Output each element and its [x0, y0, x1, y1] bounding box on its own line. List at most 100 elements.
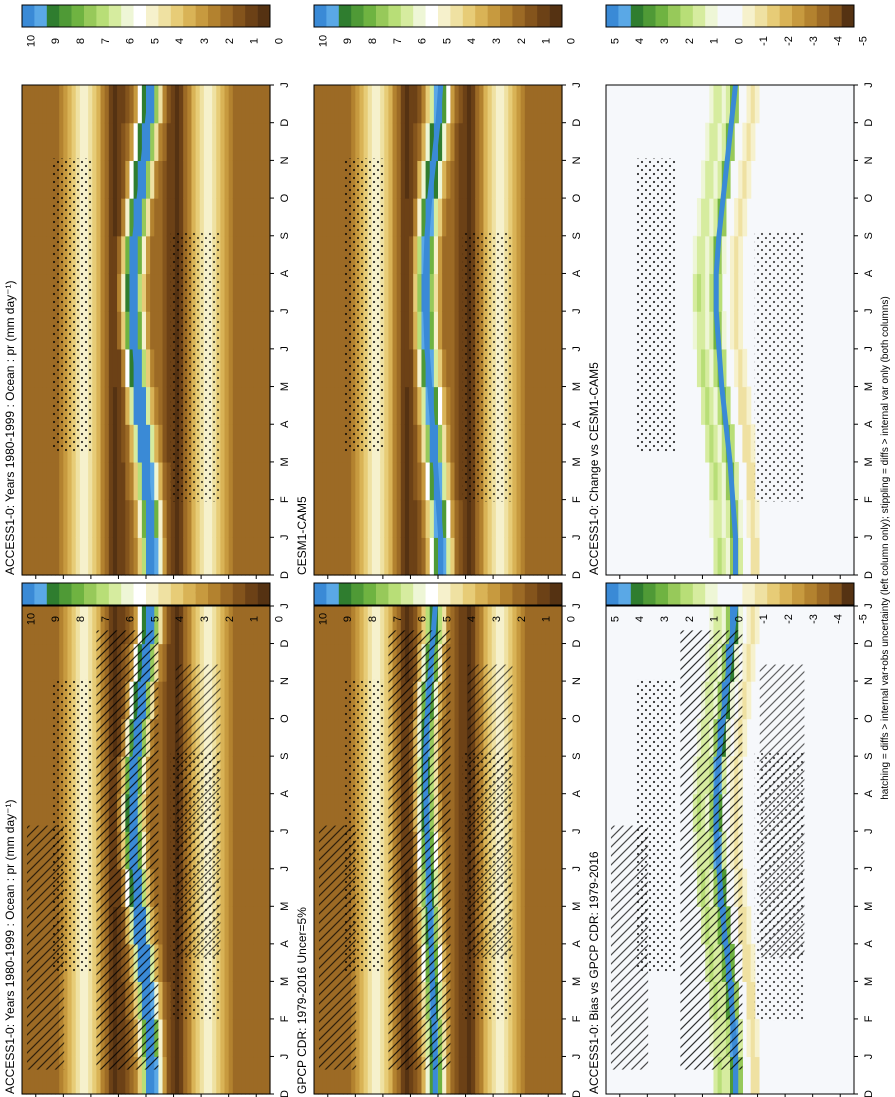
heat-cell	[537, 1056, 542, 1095]
heat-cell	[504, 643, 509, 682]
heat-cell	[717, 122, 723, 161]
heat-cell	[326, 499, 332, 538]
heat-cell	[318, 311, 323, 350]
heat-cell	[265, 348, 271, 388]
heat-cell	[549, 198, 555, 237]
heat-cell	[549, 1056, 555, 1095]
heat-cell	[537, 756, 542, 795]
heat-cell	[228, 1018, 234, 1058]
heat-cell	[417, 386, 423, 425]
heat-cell	[75, 461, 81, 501]
heat-cell	[446, 386, 451, 425]
colorbar-swatch	[338, 5, 352, 27]
heat-cell	[524, 943, 530, 982]
heat-cell	[26, 311, 31, 350]
heat-cell	[158, 311, 164, 350]
heat-cell	[50, 643, 56, 682]
heat-cell	[22, 868, 27, 907]
heat-cell	[446, 499, 451, 538]
heat-cell	[717, 606, 723, 645]
heat-cell	[330, 386, 336, 425]
colorbar-swatch	[220, 583, 234, 605]
heat-cell	[38, 122, 44, 161]
month-tick-label: S	[279, 232, 291, 239]
heat-cell	[34, 273, 40, 312]
heat-cell	[224, 235, 230, 275]
heat-cell	[376, 499, 381, 538]
heat-cell	[384, 943, 389, 982]
month-tick-label: O	[279, 193, 291, 202]
heat-cell	[191, 160, 197, 199]
heat-cell	[396, 85, 402, 124]
heat-cell	[454, 424, 460, 463]
heat-cell	[224, 756, 230, 795]
heat-cell	[179, 198, 184, 237]
heat-cell	[516, 643, 522, 682]
heat-cell	[404, 606, 410, 645]
heat-cell	[241, 198, 246, 237]
heat-cell	[721, 499, 727, 538]
heat-cell	[701, 235, 706, 275]
heat-cell	[367, 537, 373, 576]
heat-cell	[396, 499, 402, 538]
heat-cell	[100, 311, 106, 350]
heat-cell	[458, 606, 464, 645]
heat-cell	[261, 643, 267, 682]
heat-cell	[208, 499, 213, 538]
heat-cell	[26, 537, 31, 576]
heat-cell	[92, 1056, 97, 1095]
heat-cell	[249, 606, 255, 645]
heat-cell	[746, 461, 752, 501]
heat-cell	[232, 198, 238, 237]
panel-title: ACCESS1-0: Years 1980-1999 : Ocean : pr …	[3, 800, 17, 1094]
heat-cell	[500, 198, 505, 237]
heat-cell	[533, 424, 538, 463]
heat-cell	[334, 85, 340, 124]
heat-cell	[734, 311, 739, 350]
heat-cell	[71, 1018, 77, 1058]
heat-cell	[442, 461, 447, 501]
heat-cell	[150, 122, 155, 161]
heat-cell	[261, 424, 267, 463]
heat-cell	[22, 424, 27, 463]
heat-cell	[318, 606, 323, 645]
heat-cell	[750, 424, 756, 463]
month-tick-label: M	[571, 382, 583, 391]
heat-cell	[170, 198, 176, 237]
heat-cell	[425, 461, 431, 501]
panel-title: ACCESS1-0: Years 1980-1999 : Ocean : pr …	[3, 281, 17, 575]
heat-cell	[30, 606, 35, 645]
heat-cell	[396, 273, 402, 312]
heat-cell	[26, 273, 31, 312]
heat-cell	[92, 943, 97, 982]
heat-cell	[553, 868, 559, 907]
heat-cell	[34, 122, 40, 161]
heat-cell	[541, 386, 547, 425]
heat-cell	[446, 198, 451, 237]
heat-cell	[421, 606, 427, 645]
colorbar-label: 10	[25, 35, 37, 47]
heat-cell	[38, 499, 44, 538]
heat-cell	[450, 606, 456, 645]
heat-cell	[380, 1018, 385, 1058]
heat-cell	[458, 831, 464, 870]
heat-cell	[166, 718, 172, 757]
heat-cell	[500, 606, 505, 645]
heat-cell	[129, 461, 135, 501]
heat-cell	[199, 198, 205, 237]
month-tick-label: D	[863, 640, 875, 648]
heat-cell	[400, 1056, 406, 1095]
heat-cell	[487, 606, 493, 645]
heat-cell	[179, 499, 184, 538]
colorbar-swatch	[549, 5, 563, 27]
heat-cell	[553, 1018, 559, 1058]
colorbar-label: 6	[125, 38, 137, 44]
heat-cell	[413, 273, 418, 312]
heat-cell	[104, 424, 110, 463]
heat-cell	[46, 386, 52, 425]
heat-cell	[351, 499, 356, 538]
heat-cell	[224, 348, 230, 388]
heat-cell	[533, 198, 538, 237]
panel-bottom-right: DJFMAMJJASONDJ8060°N20020°S6080ACCESS1-0…	[587, 4, 875, 595]
